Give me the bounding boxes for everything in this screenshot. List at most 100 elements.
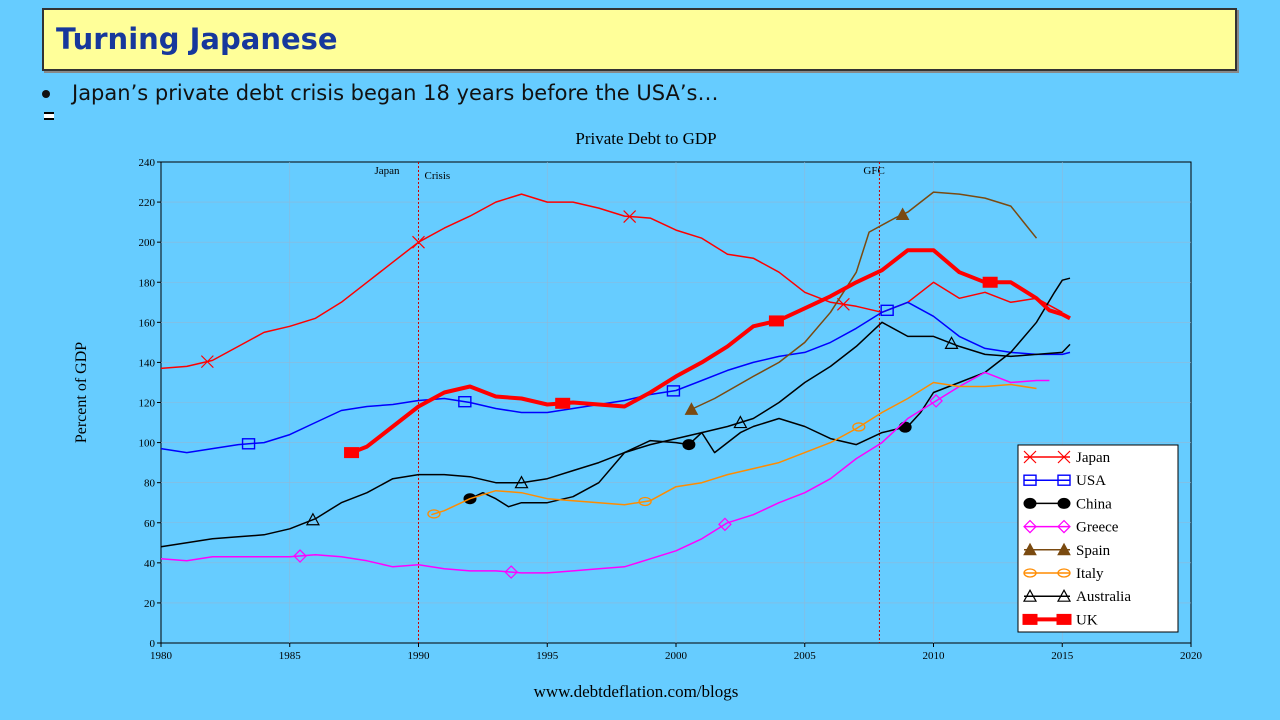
y-tick-label: 100 xyxy=(139,438,156,450)
legend-label: Australia xyxy=(1076,589,1131,605)
y-tick-label: 200 xyxy=(139,237,156,249)
series-spain xyxy=(684,191,1038,415)
dash-mark xyxy=(44,112,54,120)
data-marker xyxy=(504,565,519,579)
legend-item: Spain xyxy=(1023,542,1111,559)
data-marker xyxy=(733,415,748,429)
legend-item: Australia xyxy=(1022,588,1131,605)
data-marker xyxy=(1057,497,1071,509)
data-marker xyxy=(768,315,784,327)
title-box: Turning Japanese xyxy=(42,8,1237,71)
series-italy xyxy=(427,381,1037,519)
data-marker xyxy=(305,512,320,526)
legend-item: UK xyxy=(1022,612,1098,628)
annotation-label: Japan xyxy=(375,165,401,177)
x-tick-label: 2010 xyxy=(923,650,946,662)
legend-label: USA xyxy=(1076,473,1106,489)
data-marker xyxy=(852,422,866,432)
y-axis-label: Percent of GDP xyxy=(73,342,90,443)
data-marker xyxy=(1022,588,1038,602)
data-marker xyxy=(1057,474,1071,486)
x-tick-label: 2015 xyxy=(1051,650,1074,662)
series-uk xyxy=(344,248,1071,459)
data-marker xyxy=(836,297,850,311)
data-marker xyxy=(929,394,943,408)
data-marker xyxy=(895,207,910,221)
series-australia xyxy=(160,321,1071,548)
legend-item: USA xyxy=(1023,473,1106,489)
data-marker xyxy=(982,276,998,288)
data-marker xyxy=(427,509,441,519)
x-tick-label: 1985 xyxy=(279,650,302,662)
x-tick-label: 2020 xyxy=(1180,650,1203,662)
x-tick-label: 1995 xyxy=(536,650,559,662)
y-tick-label: 160 xyxy=(139,317,156,329)
data-marker xyxy=(666,385,681,397)
data-marker xyxy=(1023,474,1037,486)
series-line xyxy=(688,191,1038,412)
y-tick-label: 180 xyxy=(139,277,156,289)
data-marker xyxy=(1022,613,1038,625)
data-marker xyxy=(1057,568,1071,578)
y-tick-label: 240 xyxy=(139,157,156,169)
series-greece xyxy=(160,371,1050,579)
y-tick-label: 140 xyxy=(139,357,156,369)
data-marker xyxy=(514,475,529,489)
data-marker xyxy=(412,235,425,249)
data-marker xyxy=(458,395,472,408)
legend-item: Italy xyxy=(1023,566,1104,582)
data-marker xyxy=(555,397,571,409)
legend-label: UK xyxy=(1076,612,1098,628)
data-marker xyxy=(944,336,959,349)
data-marker xyxy=(684,402,699,415)
data-marker xyxy=(241,438,256,450)
legend-label: Japan xyxy=(1076,450,1111,466)
series-line xyxy=(160,371,1050,574)
y-tick-label: 220 xyxy=(139,197,156,209)
legend-item: Japan xyxy=(1023,450,1111,466)
data-marker xyxy=(344,447,360,459)
series-line xyxy=(431,381,1037,516)
data-marker xyxy=(623,210,637,223)
annotation-label: GFC xyxy=(863,165,884,177)
data-marker xyxy=(1056,613,1072,625)
data-marker xyxy=(682,439,696,451)
data-marker xyxy=(1057,450,1071,464)
data-marker xyxy=(293,549,307,563)
data-marker xyxy=(1023,497,1037,509)
y-tick-label: 40 xyxy=(144,558,156,570)
y-tick-label: 0 xyxy=(150,638,156,650)
series-line xyxy=(160,193,1063,370)
x-tick-label: 1980 xyxy=(150,650,173,662)
series-line xyxy=(160,301,1071,454)
y-tick-label: 60 xyxy=(144,518,156,530)
data-marker xyxy=(1023,542,1037,556)
data-marker xyxy=(1057,519,1071,534)
legend-box xyxy=(1017,444,1179,633)
annotation-label: Crisis xyxy=(425,170,451,182)
data-marker xyxy=(1023,519,1037,534)
legend-item: China xyxy=(1023,496,1112,512)
y-tick-label: 80 xyxy=(144,478,156,490)
x-tick-label: 1990 xyxy=(408,650,431,662)
slide-title: Turning Japanese xyxy=(56,22,338,56)
x-tick-label: 2005 xyxy=(794,650,817,662)
y-tick-label: 20 xyxy=(144,598,156,610)
data-marker xyxy=(880,304,894,317)
legend-label: China xyxy=(1076,496,1112,512)
x-tick-label: 2000 xyxy=(665,650,688,662)
series-japan xyxy=(160,193,1063,370)
bullet-dot xyxy=(42,90,50,98)
data-marker xyxy=(898,421,912,433)
legend: Japan USA China Greece Spain Italy Australia UK xyxy=(1017,444,1179,633)
legend-label: Italy xyxy=(1076,566,1104,582)
legend-label: Spain xyxy=(1076,543,1111,559)
footer-url: www.debtdeflation.com/blogs xyxy=(534,682,739,701)
y-tick-label: 120 xyxy=(139,398,156,410)
legend-label: Greece xyxy=(1076,520,1119,536)
bullet-text: Japan’s private debt crisis began 18 yea… xyxy=(72,81,719,105)
data-marker xyxy=(1023,450,1037,464)
data-marker xyxy=(1056,588,1072,602)
data-marker xyxy=(718,517,732,532)
